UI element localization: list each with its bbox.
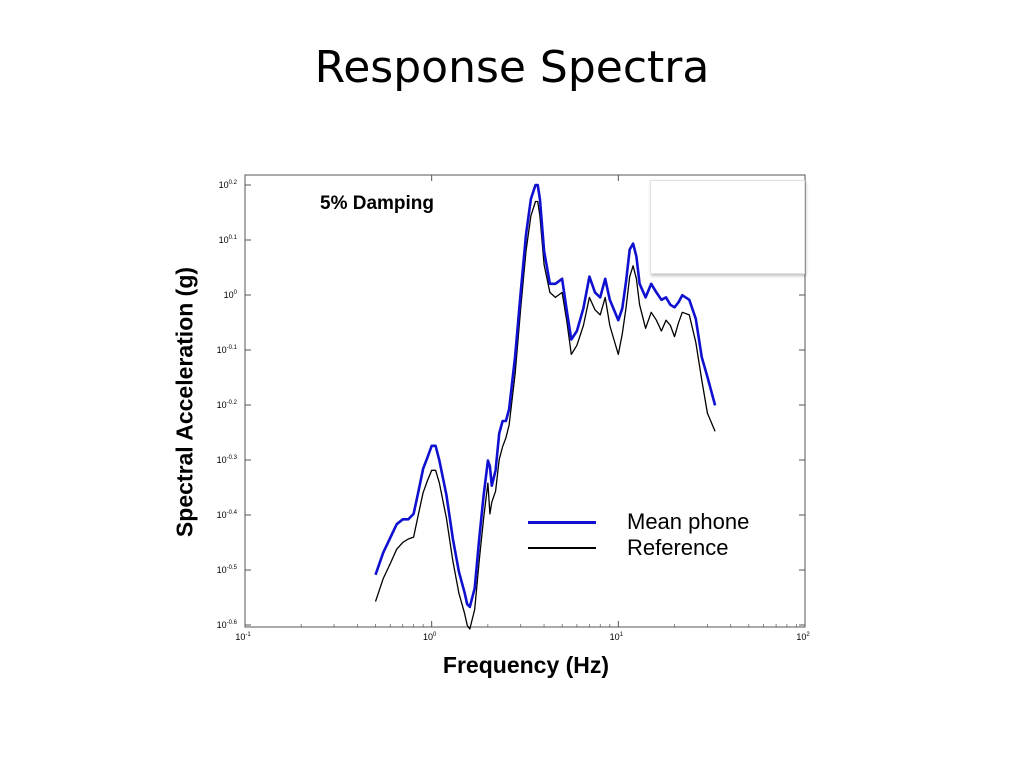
y-tick-label: 10-0.3 [217, 455, 238, 465]
x-axis-label: Frequency (Hz) [442, 652, 610, 678]
y-tick-label: 100.2 [219, 180, 238, 190]
legend-label-mean-phone: Mean phone [627, 509, 750, 534]
x-tick-label: 101 [610, 632, 624, 642]
y-tick-label: 10-0.6 [217, 620, 238, 630]
legend-label-reference: Reference [627, 535, 729, 560]
legend-placeholder-box [650, 180, 805, 274]
series-lines [374, 183, 717, 630]
slide-title: Response Spectra [314, 42, 710, 93]
legend-swatch-mean-phone [528, 521, 596, 524]
legend-swatch-reference [528, 547, 596, 549]
y-tick-label: 100 [224, 290, 238, 300]
damping-annotation: 5% Damping [320, 193, 435, 214]
y-axis-label: Spectral Acceleration (g) [171, 266, 198, 538]
x-tick-label: 102 [796, 632, 810, 642]
y-tick-label: 100.1 [219, 235, 238, 245]
axis-ticks: 100.2 100.1 100 10-0.1 10-0.2 10-0.3 10-0.4 10-… [217, 175, 810, 642]
y-tick-label: 10-0.1 [217, 345, 238, 355]
series-line-mean-phone [374, 183, 717, 609]
series-line-reference [374, 200, 716, 630]
y-tick-label: 10-0.5 [217, 565, 238, 575]
x-tick-label: 10-1 [235, 632, 251, 642]
y-tick-label: 10-0.2 [217, 400, 238, 410]
y-tick-label: 10-0.4 [217, 510, 238, 520]
x-tick-label: 100 [423, 632, 437, 642]
